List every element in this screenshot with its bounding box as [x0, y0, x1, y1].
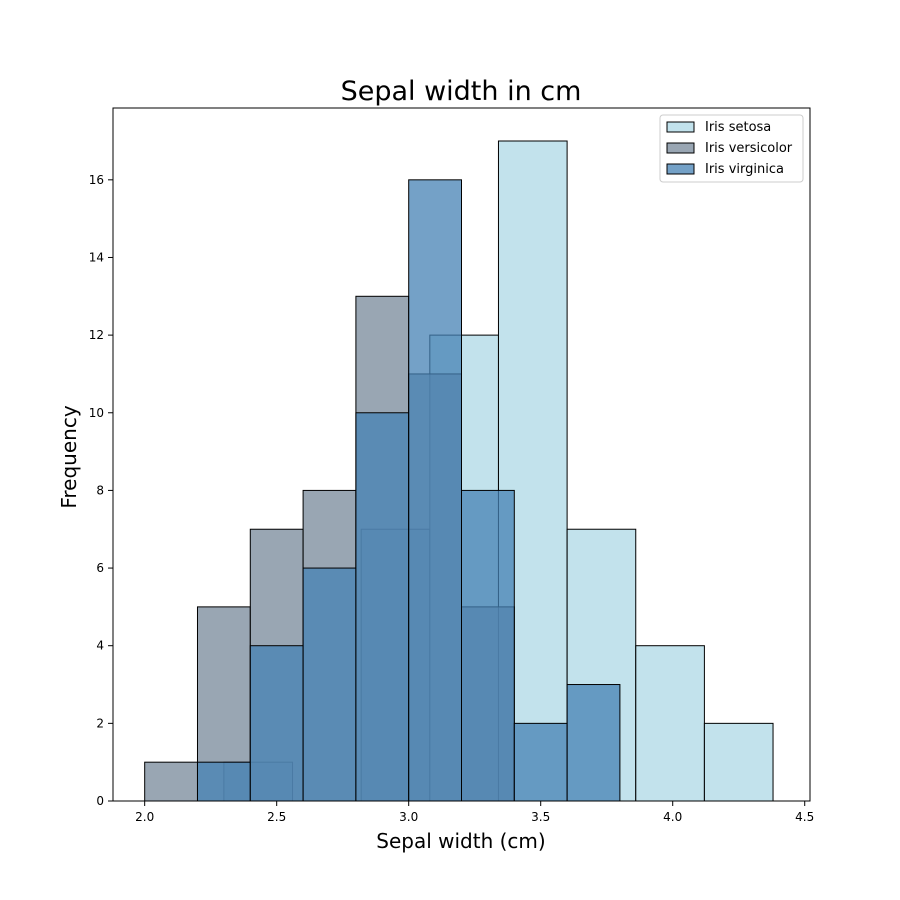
bar-series-2-bin-7: [566, 684, 621, 802]
plot-frame: [112, 107, 811, 802]
x-tick-label: 4.5: [795, 810, 814, 824]
x-axis-ticks: 2.0 2.5 3.0 3.5 4.0 4.5: [135, 801, 814, 824]
y-tick-label: 14: [89, 250, 104, 264]
legend-swatch: [666, 121, 695, 133]
chart-title: Sepal width in cm: [341, 76, 582, 107]
x-tick-label: 2.5: [267, 810, 286, 824]
bar-series-2-bin-2: [302, 567, 357, 802]
histogram-bars: [144, 140, 774, 802]
x-tick-label: 3.5: [531, 810, 550, 824]
legend: Iris setosa Iris versicolor Iris virginica: [659, 114, 804, 183]
bar-series-0-bin-6: [635, 645, 705, 802]
legend-label: Iris setosa: [705, 120, 771, 135]
x-tick-label: 3.0: [399, 810, 418, 824]
bar-series-2-bin-0: [196, 761, 251, 802]
y-tick-label: 2: [96, 716, 104, 730]
x-axis-title: Sepal width (cm): [376, 829, 545, 853]
legend-swatch: [666, 163, 695, 175]
legend-swatch: [666, 142, 695, 154]
y-tick-label: 6: [96, 561, 104, 575]
y-tick-label: 16: [89, 173, 104, 187]
y-axis-title: Frequency: [57, 405, 81, 508]
bar-series-2-bin-6: [513, 722, 568, 802]
bar-series-1-bin-0: [144, 761, 198, 802]
y-tick-label: 8: [96, 483, 104, 497]
bar-series-2-bin-1: [249, 645, 304, 802]
bar-series-0-bin-7: [703, 722, 774, 802]
legend-label: Iris versicolor: [705, 141, 793, 156]
legend-label: Iris virginica: [705, 162, 784, 177]
y-tick-label: 0: [96, 794, 104, 808]
y-axis-ticks: 0 2 4 6 8 10 12 14 16: [89, 173, 113, 808]
bar-series-2-bin-3: [355, 412, 410, 802]
bar-series-2-bin-4: [408, 179, 462, 802]
y-tick-label: 12: [89, 328, 104, 342]
y-tick-label: 4: [96, 639, 104, 653]
x-tick-label: 2.0: [135, 810, 154, 824]
y-tick-label: 10: [89, 406, 104, 420]
bar-series-2-bin-5: [461, 489, 515, 802]
x-tick-label: 4.0: [663, 810, 682, 824]
legend-box: [659, 114, 804, 183]
